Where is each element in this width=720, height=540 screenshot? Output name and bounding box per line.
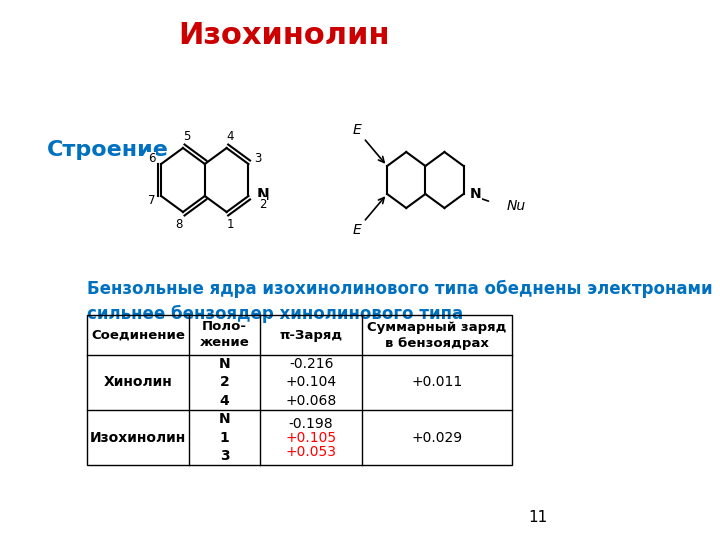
Text: -0.216
+0.104
+0.068: -0.216 +0.104 +0.068 (286, 357, 337, 408)
Text: π-Заряд: π-Заряд (279, 328, 343, 341)
Text: 11: 11 (528, 510, 547, 525)
Text: N: N (256, 188, 269, 204)
Text: Поло-
жение: Поло- жение (199, 321, 249, 349)
Text: 7: 7 (148, 194, 156, 207)
Text: 5: 5 (183, 130, 191, 143)
Text: Строение: Строение (48, 140, 169, 160)
Text: Nu: Nu (507, 199, 526, 213)
Text: +0.029: +0.029 (412, 430, 463, 444)
Text: +0.053: +0.053 (286, 444, 337, 458)
Text: Хинолин: Хинолин (104, 375, 172, 389)
Text: +0.011: +0.011 (412, 375, 463, 389)
Text: N
2
4: N 2 4 (219, 357, 230, 408)
Text: E: E (353, 223, 361, 237)
Text: Изохинолин: Изохинолин (178, 21, 390, 50)
Text: Соединение: Соединение (91, 328, 185, 341)
Text: 1: 1 (227, 218, 234, 231)
Text: Суммарный заряд
в бензоядрах: Суммарный заряд в бензоядрах (367, 321, 507, 349)
Text: N
1
3: N 1 3 (219, 412, 230, 463)
Text: 8: 8 (176, 218, 183, 231)
Text: -0.198: -0.198 (289, 416, 333, 430)
Text: Бензольные ядра изохинолинового типа обеднены электронами
сильнее бензоядер хино: Бензольные ядра изохинолинового типа обе… (86, 280, 712, 323)
Text: E: E (353, 123, 361, 137)
Bar (86, 315, 512, 465)
Text: 4: 4 (227, 130, 234, 143)
Text: 6: 6 (148, 152, 156, 165)
Text: N: N (470, 187, 482, 201)
Text: 2: 2 (259, 198, 266, 211)
Text: Изохинолин: Изохинолин (90, 430, 186, 444)
Text: +0.105: +0.105 (286, 430, 337, 444)
Text: 3: 3 (254, 152, 261, 165)
